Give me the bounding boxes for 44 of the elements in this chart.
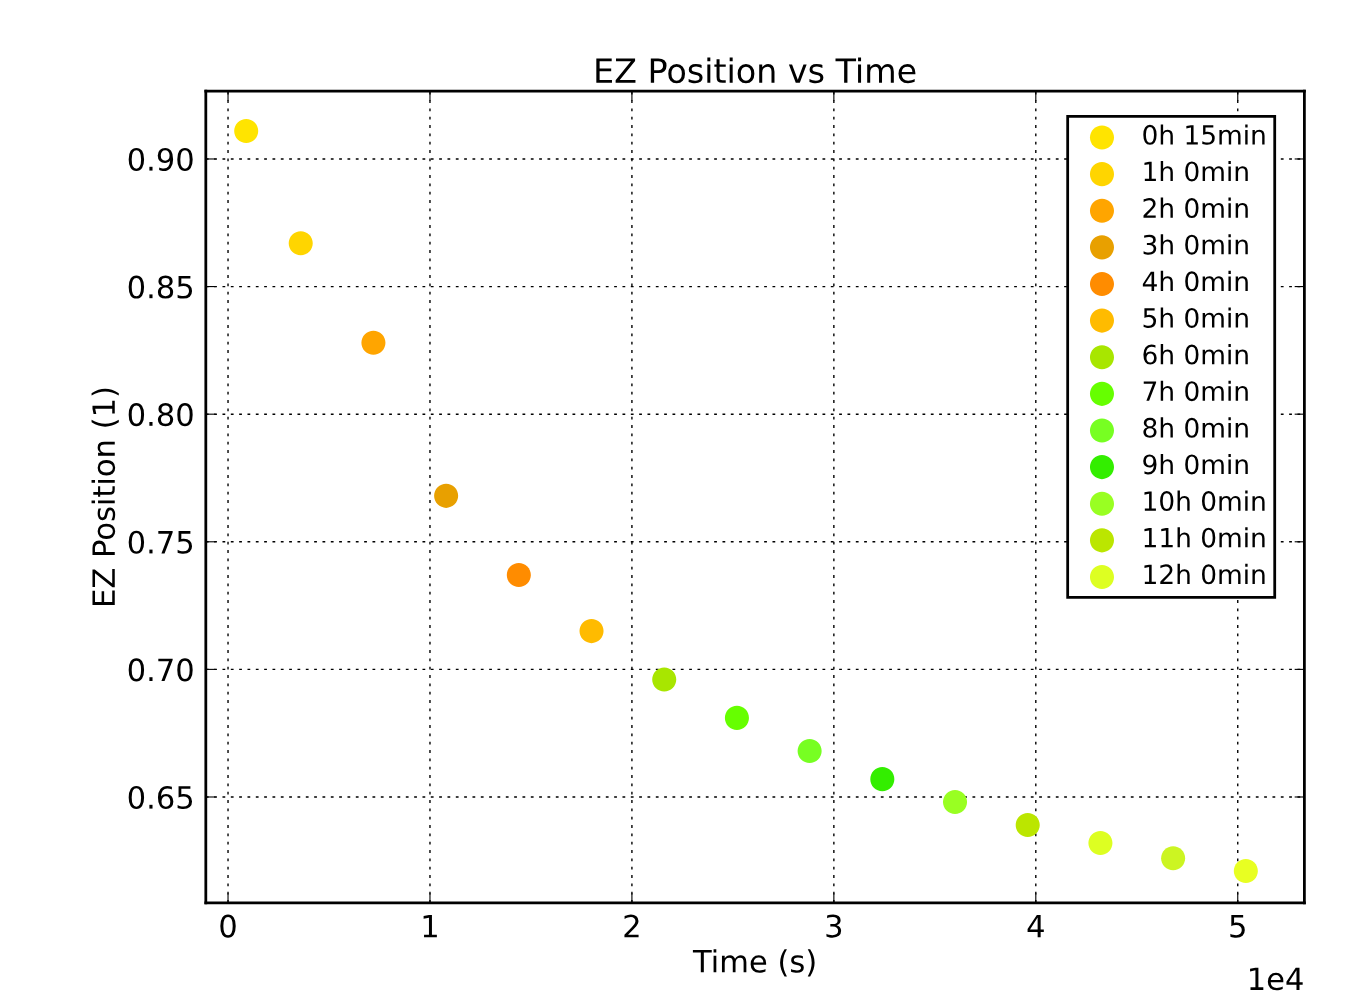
y-tick-label: 0.75 — [128, 530, 193, 554]
legend-label: 7h 0min — [1143, 380, 1248, 402]
x-tick-label: 5 — [1230, 914, 1245, 938]
y-tick-label: 0.65 — [128, 785, 193, 810]
point — [797, 739, 822, 764]
point — [943, 790, 968, 815]
x-tick-label: 1 — [423, 914, 437, 938]
legend-label: 1h 0min — [1144, 161, 1248, 182]
legend-label: 6h 0min — [1143, 344, 1248, 365]
x-tick-label: 0 — [220, 914, 236, 938]
legend-label: 4h 0min — [1142, 270, 1248, 292]
point — [724, 705, 749, 730]
y-tick-label: 0.85 — [128, 275, 193, 299]
legend-label: 3h 0min — [1143, 234, 1248, 255]
point — [434, 483, 459, 508]
point — [1161, 846, 1186, 871]
x-axis-title: Time (s) — [692, 949, 815, 977]
y-tick-label: 0.90 — [128, 147, 193, 172]
legend-label: 5h 0min — [1143, 307, 1248, 328]
point — [288, 231, 313, 256]
x-tick-label: 3 — [826, 914, 842, 938]
y-axis-title: EZ Position (1) — [91, 388, 119, 605]
point — [1233, 858, 1258, 884]
legend-label: 2h 0min — [1143, 197, 1248, 219]
point — [234, 118, 259, 143]
legend-label: 11h 0min — [1144, 527, 1265, 548]
point — [506, 562, 531, 587]
chart-title: EZ Position vs Time — [596, 57, 916, 84]
y-tick-label: 0.80 — [128, 403, 193, 427]
point — [579, 619, 604, 644]
legend-label: 9h 0min — [1143, 453, 1248, 475]
point — [870, 767, 895, 792]
text: 1e4 — [1250, 967, 1303, 991]
point — [1015, 813, 1040, 838]
legend-label: 8h 0min — [1143, 417, 1248, 438]
legend-label: 10h 0min — [1144, 490, 1265, 512]
x-tick-label: 2 — [624, 914, 639, 938]
y-tick-label: 0.70 — [128, 658, 193, 682]
x-tick-label: 4 — [1027, 914, 1044, 938]
point — [361, 330, 386, 355]
point — [1088, 830, 1113, 855]
legend-label: 0h 15min — [1143, 124, 1265, 145]
point — [652, 667, 677, 692]
legend-label: 12h 0min — [1144, 563, 1265, 585]
